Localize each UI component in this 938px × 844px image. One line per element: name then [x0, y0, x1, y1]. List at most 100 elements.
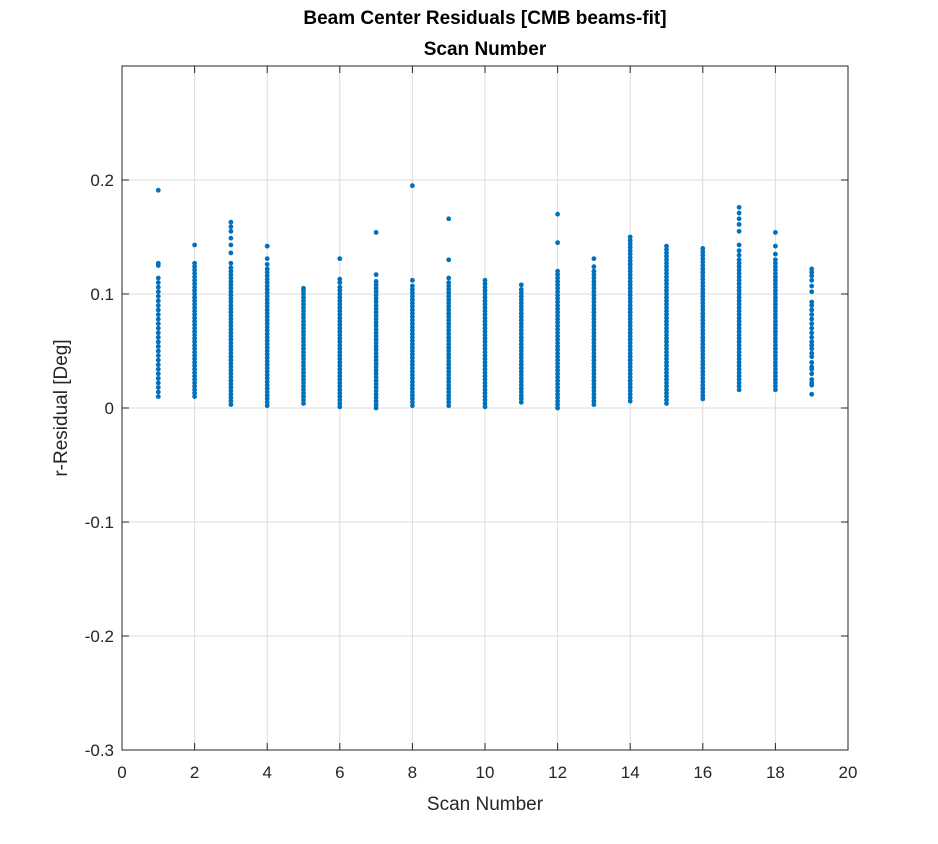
data-point [518, 331, 524, 337]
data-point [373, 323, 379, 329]
data-point [373, 285, 379, 291]
data-point [482, 308, 488, 314]
data-point [627, 234, 633, 240]
data-point [373, 371, 379, 377]
data-point [736, 284, 742, 290]
data-point [337, 339, 343, 345]
data-point [773, 295, 778, 300]
data-point [627, 248, 633, 254]
data-point [155, 293, 161, 299]
data-point [555, 385, 560, 390]
x-tick-label: 12 [548, 763, 567, 782]
data-point [664, 264, 669, 270]
data-point [773, 284, 778, 290]
data-point [301, 363, 306, 369]
data-point [446, 304, 452, 309]
data-point [410, 310, 415, 316]
data-point [809, 269, 815, 275]
data-point [155, 344, 161, 349]
data-point [155, 280, 161, 285]
data-point [555, 361, 560, 366]
data-point [518, 314, 524, 320]
data-point [446, 300, 452, 306]
data-point [155, 284, 161, 290]
data-point [591, 320, 597, 325]
data-point [410, 307, 415, 313]
data-point [482, 390, 488, 396]
data-point [155, 289, 161, 295]
data-point [482, 318, 488, 324]
data-point [736, 377, 742, 382]
data-point [192, 380, 198, 386]
data-point [809, 391, 815, 397]
data-point [809, 364, 815, 370]
data-point [700, 348, 706, 354]
data-point [627, 238, 633, 243]
data-point [555, 282, 560, 288]
data-point [555, 374, 560, 380]
data-point [518, 300, 524, 306]
data-point [700, 375, 706, 381]
data-point [228, 350, 234, 356]
data-point [518, 369, 524, 374]
data-point [228, 299, 234, 305]
data-point [337, 298, 343, 304]
data-point [591, 354, 597, 360]
data-point [809, 380, 815, 386]
data-point [627, 309, 633, 315]
data-point [301, 339, 306, 345]
data-point [337, 336, 343, 341]
y-tick-label: 0 [105, 399, 114, 418]
data-point [228, 282, 234, 288]
data-point [482, 397, 488, 403]
x-tick-label: 8 [408, 763, 417, 782]
data-point [373, 347, 379, 353]
data-point [700, 372, 706, 378]
data-point [446, 328, 452, 333]
data-point [337, 404, 343, 410]
data-point [264, 403, 270, 409]
data-point [337, 373, 343, 379]
data-point [264, 358, 270, 364]
data-point [446, 372, 452, 378]
data-point [591, 326, 597, 332]
data-point [773, 281, 778, 287]
data-point [700, 269, 706, 275]
data-point [627, 361, 633, 366]
data-point [627, 279, 633, 284]
y-axis-label: r-Residual [Deg] [51, 339, 72, 476]
data-point [591, 256, 597, 262]
data-point [773, 257, 778, 263]
data-point [337, 346, 343, 352]
data-point [664, 281, 669, 287]
data-point [773, 383, 778, 389]
data-point [155, 260, 161, 266]
data-point [228, 364, 234, 370]
data-point [410, 403, 415, 409]
data-point [809, 277, 815, 283]
data-point [700, 358, 706, 364]
data-point [155, 371, 161, 377]
data-point [446, 297, 452, 303]
data-point [373, 320, 379, 325]
data-point [373, 282, 379, 288]
data-point [555, 340, 560, 346]
data-point [482, 277, 488, 283]
data-point [410, 277, 415, 283]
data-point [773, 251, 778, 257]
data-point [700, 300, 706, 306]
data-point [627, 282, 633, 288]
data-point [264, 345, 270, 350]
data-point [228, 224, 234, 230]
data-point [482, 284, 488, 290]
data-point [410, 314, 415, 320]
data-point [664, 397, 669, 403]
data-point [555, 240, 560, 246]
data-point [228, 228, 234, 234]
data-point [773, 360, 778, 365]
data-point [446, 275, 452, 281]
data-point [373, 361, 379, 366]
data-point [736, 315, 742, 321]
data-point [446, 399, 452, 405]
data-point [337, 366, 343, 372]
